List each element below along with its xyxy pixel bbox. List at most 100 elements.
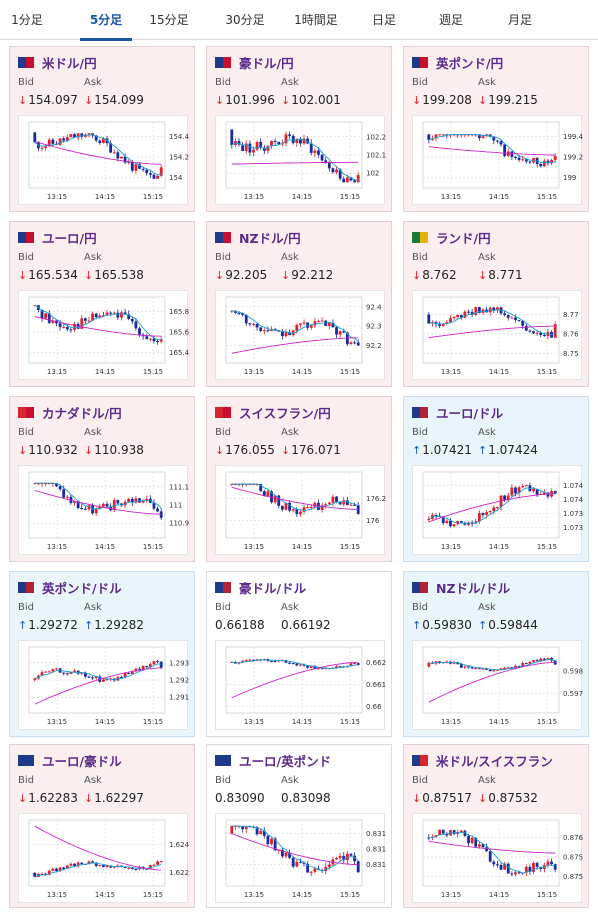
price-tick-label: 1.0735 <box>563 510 583 518</box>
price-chart[interactable]: 13:15 14:15 15:15 92.4 92.3 92.2 <box>215 290 385 380</box>
tab-4[interactable]: 1時間足 <box>294 13 338 27</box>
pair-title-link[interactable]: 英ポンド/円 <box>412 53 503 71</box>
price-tick-label: 1.293 <box>169 659 189 667</box>
candle-body <box>335 858 338 860</box>
price-chart[interactable]: 13:15 14:15 15:15 1.293 1.292 1.291 <box>18 640 189 730</box>
candle-body <box>291 509 295 511</box>
candle-body <box>87 133 91 135</box>
candlestick-chart: 13:15 14:15 15:15 111.1 111 110.9 <box>28 471 189 551</box>
long-moving-average-line <box>428 661 556 703</box>
pair-title-link[interactable]: 豪ドル/円 <box>215 53 294 71</box>
tab-0[interactable]: 1分足 <box>11 13 43 27</box>
candle-body <box>94 676 98 679</box>
price-chart[interactable]: 13:15 14:15 15:15 111.1 111 110.9 <box>18 465 189 555</box>
candle-body <box>434 515 438 517</box>
pair-title-link[interactable]: ユーロ/豪ドル <box>18 751 122 769</box>
price-tick-label: 0.875 <box>563 873 583 881</box>
candle-body <box>47 313 51 323</box>
price-chart[interactable]: 13:15 14:15 15:15 176.2 176 <box>215 465 386 555</box>
candlestick-chart: 13:15 14:15 15:15 0.598 0.597 <box>422 646 583 726</box>
tab-2[interactable]: 15分足 <box>149 13 189 27</box>
candle-body <box>514 317 517 321</box>
currency-flag-icon <box>215 56 231 68</box>
long-moving-average-line <box>428 146 556 156</box>
price-chart[interactable]: 13:15 14:15 15:15 154.4 154.2 154 <box>18 115 189 205</box>
tab-5[interactable]: 日足 <box>371 13 396 27</box>
candle-body <box>535 660 539 662</box>
candle-body <box>539 163 543 167</box>
bid-label: Bid <box>412 775 428 786</box>
long-moving-average-line <box>34 667 162 705</box>
pair-name: カナダドル/円 <box>42 405 122 421</box>
candle-body <box>434 134 438 139</box>
down-arrow-icon: ↓ <box>84 444 94 457</box>
price-chart[interactable]: 13:15 14:15 15:15 0.8314 0.8312 0.831 <box>215 813 386 903</box>
pair-title-link[interactable]: 英ポンド/ドル <box>18 578 122 596</box>
candle-body <box>496 864 499 866</box>
candle-body <box>517 872 521 874</box>
time-tick-label: 13:15 <box>244 368 264 376</box>
candle-body <box>156 341 159 343</box>
tab-6[interactable]: 週足 <box>438 13 463 27</box>
pair-title-link[interactable]: ユーロ/ドル <box>412 403 503 421</box>
down-arrow-icon: ↓ <box>18 444 28 457</box>
candle-body <box>291 135 295 144</box>
candle-body <box>127 161 131 163</box>
bid-label: Bid <box>412 427 428 438</box>
currency-card: ユーロ/英ポンド Bid Ask 0.83090 0.83098 13:15 14:15 15… <box>206 744 392 908</box>
candle-body <box>485 847 488 852</box>
price-chart[interactable]: 13:15 14:15 15:15 199.4 199.2 199 <box>412 115 583 205</box>
candle-body <box>550 861 553 865</box>
candle-body <box>474 307 478 315</box>
pair-title-link[interactable]: 米ドル/スイスフラン <box>412 751 553 769</box>
candle-body <box>342 178 346 183</box>
tab-1[interactable]: 5分足 <box>76 0 136 41</box>
candle-body <box>284 332 288 337</box>
price-chart[interactable]: 13:15 14:15 15:15 0.598 0.597 <box>412 640 583 730</box>
candle-body <box>55 483 58 487</box>
candlestick-chart: 13:15 14:15 15:15 0.8314 0.8312 0.831 <box>225 819 386 899</box>
candle-body <box>441 134 445 136</box>
candle-body <box>463 830 467 836</box>
price-chart[interactable]: 13:15 14:15 15:15 165.8 165.6 165.4 <box>18 290 189 380</box>
candle-body <box>427 134 431 140</box>
pair-title-link[interactable]: ユーロ/英ポンド <box>215 751 331 769</box>
currency-flag-icon <box>215 406 231 418</box>
pair-title-link[interactable]: NZドル/円 <box>215 228 301 246</box>
time-tick-label: 14:15 <box>292 718 312 726</box>
price-chart[interactable]: 13:15 14:15 15:15 102.2 102.1 102 <box>215 115 386 205</box>
candle-body <box>481 844 485 848</box>
price-chart[interactable]: 13:15 14:15 15:15 0.662 0.661 0.66 <box>215 640 386 730</box>
candle-body <box>123 312 127 315</box>
pair-title-link[interactable]: 米ドル/円 <box>18 53 97 71</box>
price-tick-label: 176.2 <box>366 495 386 503</box>
candle-body <box>345 853 349 861</box>
pair-title-link[interactable]: カナダドル/円 <box>18 403 122 421</box>
candle-body <box>320 154 324 161</box>
tab-3[interactable]: 30分足 <box>225 13 265 27</box>
up-arrow-icon: ↑ <box>478 444 488 457</box>
pair-title-link[interactable]: ユーロ/円 <box>18 228 97 246</box>
pair-title-link[interactable]: 豪ドル/ドル <box>215 578 306 596</box>
time-tick-label: 15:15 <box>143 718 163 726</box>
tab-7[interactable]: 月足 <box>507 13 532 27</box>
candle-body <box>313 502 317 507</box>
candle-body <box>102 138 105 143</box>
pair-title-link[interactable]: スイスフラン/円 <box>215 403 331 421</box>
currency-flag-icon <box>412 231 428 243</box>
candle-body <box>481 668 485 670</box>
price-chart[interactable]: 13:15 14:15 15:15 0.876 0.8755 0.875 <box>412 813 583 903</box>
candle-body <box>474 134 478 136</box>
bid-label: Bid <box>18 77 34 88</box>
pair-title-link[interactable]: NZドル/ドル <box>412 578 510 596</box>
price-chart[interactable]: 13:15 14:15 15:15 8.77 8.76 8.75 <box>412 290 582 380</box>
candle-body <box>317 320 320 322</box>
candle-body <box>102 865 105 868</box>
price-chart[interactable]: 13:15 14:15 15:15 1.624 1.622 <box>18 813 189 903</box>
candle-body <box>445 520 449 524</box>
pair-title-link[interactable]: ランド/円 <box>412 228 491 246</box>
candle-body <box>83 318 87 321</box>
price-chart[interactable]: 13:15 14:15 15:15 1.0745 1.074 1.0735 1.073 <box>412 465 583 555</box>
candle-body <box>116 152 120 159</box>
price-tick-label: 1.0745 <box>563 482 583 490</box>
